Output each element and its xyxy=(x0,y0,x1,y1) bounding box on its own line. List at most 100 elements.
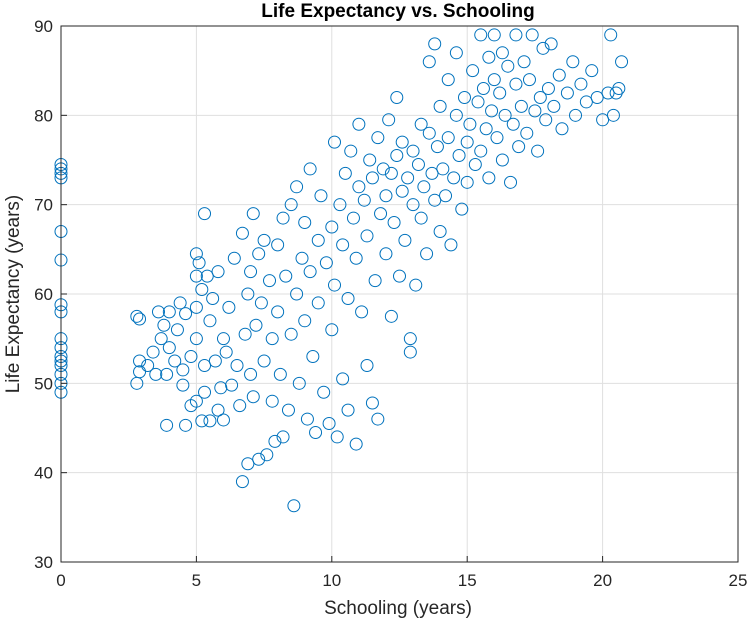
data-point xyxy=(195,414,209,428)
data-point xyxy=(482,50,496,64)
data-point xyxy=(433,99,447,113)
data-point xyxy=(216,332,230,346)
data-point xyxy=(179,418,193,432)
data-point xyxy=(263,274,277,288)
x-tick-label: 10 xyxy=(322,571,341,590)
data-point xyxy=(495,46,509,60)
data-point xyxy=(468,157,482,171)
data-point xyxy=(203,314,217,328)
data-point xyxy=(325,220,339,234)
data-point xyxy=(439,189,453,203)
data-point xyxy=(330,430,344,444)
data-point xyxy=(455,202,469,216)
data-point xyxy=(246,207,260,221)
y-axis-label: Life Expectancy (years) xyxy=(3,195,24,394)
data-point xyxy=(382,113,396,127)
data-point xyxy=(487,73,501,87)
data-point xyxy=(338,166,352,180)
data-point xyxy=(303,265,317,279)
data-point xyxy=(544,37,558,51)
data-point xyxy=(360,229,374,243)
data-point xyxy=(609,86,623,100)
data-point xyxy=(425,166,439,180)
data-point xyxy=(528,104,542,118)
data-point xyxy=(287,499,301,513)
data-point xyxy=(176,378,190,392)
data-point xyxy=(149,367,163,381)
data-point xyxy=(189,332,203,346)
data-point xyxy=(615,55,629,69)
data-point xyxy=(151,305,165,319)
data-point xyxy=(365,171,379,185)
data-point xyxy=(230,358,244,372)
y-tick-label: 30 xyxy=(34,553,53,572)
data-point xyxy=(184,399,198,413)
data-point xyxy=(233,399,247,413)
data-point xyxy=(322,417,336,431)
data-point xyxy=(271,238,285,252)
data-point xyxy=(411,157,425,171)
data-point xyxy=(298,216,312,230)
data-point xyxy=(504,175,518,189)
data-point xyxy=(574,77,588,91)
data-point xyxy=(336,372,350,386)
data-point xyxy=(352,117,366,131)
data-point xyxy=(141,358,155,372)
x-tick-label: 20 xyxy=(593,571,612,590)
data-point xyxy=(279,269,293,283)
data-point xyxy=(566,55,580,69)
data-point xyxy=(160,367,174,381)
chart-title: Life Expectancy vs. Schooling xyxy=(261,1,534,22)
data-point xyxy=(363,153,377,167)
data-point xyxy=(192,256,206,270)
data-point xyxy=(541,82,555,96)
data-point xyxy=(160,418,174,432)
data-point xyxy=(498,108,512,122)
data-point xyxy=(379,189,393,203)
data-point xyxy=(208,354,222,368)
data-point xyxy=(441,73,455,87)
data-point xyxy=(525,28,539,42)
data-point xyxy=(252,452,266,466)
y-tick-label: 60 xyxy=(34,285,53,304)
data-point xyxy=(514,99,528,113)
data-point xyxy=(390,149,404,163)
data-point xyxy=(365,396,379,410)
data-point xyxy=(403,345,417,359)
data-point xyxy=(298,314,312,328)
data-point xyxy=(295,251,309,265)
data-point xyxy=(422,126,436,140)
grid xyxy=(60,25,739,563)
data-point xyxy=(555,122,569,136)
data-point xyxy=(336,238,350,252)
data-point xyxy=(241,287,255,301)
data-point xyxy=(281,403,295,417)
data-point xyxy=(235,475,249,489)
data-point xyxy=(249,318,263,332)
data-point xyxy=(154,332,168,346)
data-point xyxy=(273,367,287,381)
data-point xyxy=(198,207,212,221)
data-point xyxy=(189,247,203,261)
data-point xyxy=(428,193,442,207)
data-point xyxy=(333,198,347,212)
data-point xyxy=(268,434,282,448)
data-point xyxy=(292,376,306,390)
data-point xyxy=(476,82,490,96)
data-point xyxy=(246,390,260,404)
y-tick-label: 70 xyxy=(34,196,53,215)
data-point xyxy=(449,46,463,60)
data-point xyxy=(601,86,615,100)
data-point xyxy=(420,247,434,261)
data-point xyxy=(311,233,325,247)
data-point xyxy=(357,193,371,207)
data-point xyxy=(590,90,604,104)
data-point xyxy=(371,131,385,145)
data-point xyxy=(520,126,534,140)
data-point xyxy=(341,291,355,305)
data-point xyxy=(395,184,409,198)
data-point xyxy=(401,171,415,185)
data-point xyxy=(533,90,547,104)
data-point xyxy=(162,305,176,319)
data-point xyxy=(509,77,523,91)
